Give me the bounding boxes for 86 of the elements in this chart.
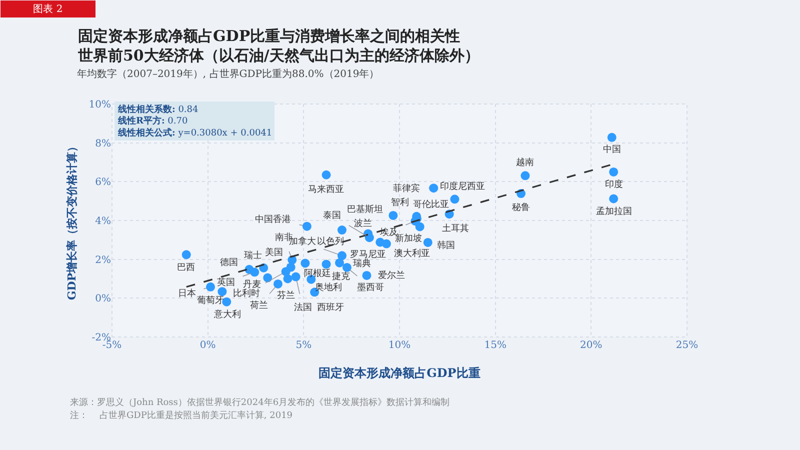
annotation: 丹麦 xyxy=(243,279,261,290)
annotation: 韩国 xyxy=(437,240,455,251)
point xyxy=(609,194,618,204)
annotation: 新加坡 xyxy=(395,233,422,244)
point xyxy=(364,233,374,242)
text: 注： 占世界GDP比重是按照当前美元汇率计算, 2019 xyxy=(70,410,293,421)
point xyxy=(281,267,290,276)
point xyxy=(182,250,191,260)
point xyxy=(273,279,282,288)
y-axis-title: GDP增长率（按不变价格计算） xyxy=(65,140,78,300)
annotation: 哥伦比亚 xyxy=(413,199,449,210)
point xyxy=(342,262,352,272)
point xyxy=(520,171,530,180)
annotation: 德国 xyxy=(220,257,238,268)
annotation: 罗马尼亚 xyxy=(350,249,386,260)
annotation: 爱尔兰 xyxy=(378,270,405,281)
annotation: 波兰 xyxy=(354,218,372,229)
annotation: 巴基斯坦 xyxy=(347,204,383,215)
annotation: 土耳其 xyxy=(442,223,469,234)
point xyxy=(302,222,312,231)
point xyxy=(300,258,310,268)
point xyxy=(338,226,346,235)
point xyxy=(609,167,618,176)
text: 线性相关系数: 0.84 线性R平方: 0.70 线性相关公式: y=0.3080x + 0.0041 xyxy=(118,105,272,138)
point xyxy=(322,260,331,269)
annotation: 墨西哥 xyxy=(357,282,384,293)
annotation: 西班牙 xyxy=(317,302,344,313)
point xyxy=(388,210,398,220)
annotation: 英国 xyxy=(217,277,235,288)
x-tick-label: 5% xyxy=(296,340,312,351)
point xyxy=(291,272,300,282)
annotation: 比利时 xyxy=(233,288,260,299)
annotation: 泰国 xyxy=(323,210,341,221)
x-tick-label: 25% xyxy=(676,340,698,351)
point xyxy=(423,238,432,247)
annotation: 意大利 xyxy=(213,309,241,320)
annotation: 秘鲁 xyxy=(512,202,530,213)
annotation: 瑞士 xyxy=(244,250,262,261)
point xyxy=(450,194,460,204)
annotation: 巴西 xyxy=(177,263,195,273)
chart-title: 固定资本形成净额占GDP比重与消费增长率之间的相关性世界前50大经济体（以石油/天然气出口为主的经济体除外） xyxy=(77,27,480,64)
x-tick-label: 0% xyxy=(200,340,216,351)
text: 图表 2 xyxy=(33,3,63,15)
annotation: 印度尼西亚 xyxy=(440,181,485,192)
annotation: 美国 xyxy=(265,247,283,258)
annotation: 荷兰 xyxy=(250,300,268,311)
chart-subtitle: 年均数字（2007–2019年）, 占世界GDP比重为88.0%（2019年） xyxy=(77,68,380,80)
annotation: 捷克 xyxy=(332,271,350,282)
y-tick-label: 6% xyxy=(95,177,111,188)
point xyxy=(362,270,372,280)
y-tick-label: 8% xyxy=(95,138,111,150)
x-axis-title: 固定资本形成净额占GDP比重 xyxy=(318,366,480,380)
annotation: 瑞典 xyxy=(353,258,371,269)
annotation: 菲律宾 xyxy=(393,183,420,194)
point xyxy=(244,264,254,274)
source-note: 来源：罗思义（John Ross）依据世界银行2024年6月发布的《世界发展指标》数据计算和编制 xyxy=(70,397,450,408)
annotation: 智利 xyxy=(391,197,409,208)
point xyxy=(335,258,344,268)
point xyxy=(607,132,616,142)
annotation: 法国 xyxy=(294,302,312,313)
y-tick-label: 2% xyxy=(95,254,111,266)
annotation: 马来西亚 xyxy=(308,184,344,195)
y-tick-label: 10% xyxy=(88,100,111,110)
point xyxy=(429,184,438,193)
annotation: 印度 xyxy=(605,179,623,190)
point xyxy=(206,282,216,292)
point xyxy=(382,239,391,248)
annotation: 越南 xyxy=(516,157,534,168)
point xyxy=(322,170,331,180)
y-tick-label: 0% xyxy=(95,294,111,305)
x-tick-label: 20% xyxy=(580,340,602,351)
annotation: 中国 xyxy=(603,144,621,155)
annotation: 芬兰 xyxy=(277,290,295,301)
point xyxy=(263,273,272,282)
x-tick-label: -5% xyxy=(102,340,122,351)
annotation: 日本 xyxy=(178,288,196,299)
annotation: 孟加拉国 xyxy=(596,206,632,217)
y-tick-label: 4% xyxy=(95,216,111,227)
annotation: 奥地利 xyxy=(315,282,342,293)
point xyxy=(218,287,227,296)
annotation: 中国香港 xyxy=(255,214,291,225)
annotation: 澳大利亚 xyxy=(394,248,430,259)
point xyxy=(338,251,346,260)
x-tick-label: 15% xyxy=(484,340,506,351)
x-tick-label: 10% xyxy=(388,340,411,351)
annotation: 阿根廷 xyxy=(304,268,331,279)
